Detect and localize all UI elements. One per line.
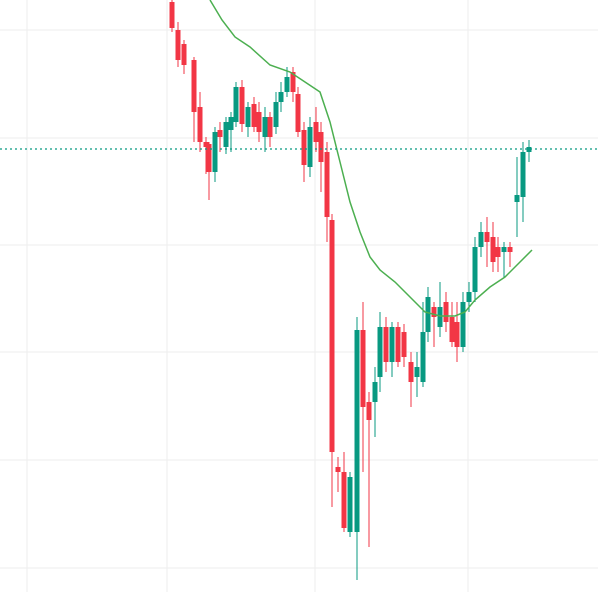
candle-body — [335, 467, 341, 472]
candle-body — [262, 117, 268, 137]
candle-body — [313, 122, 319, 142]
candle-body — [228, 117, 234, 130]
candle-body — [273, 102, 279, 127]
candle-body — [484, 232, 490, 242]
candle-body — [354, 330, 360, 532]
candle-body — [454, 322, 460, 347]
candle-body — [460, 302, 466, 347]
candle-body — [514, 195, 520, 202]
candle-body — [217, 130, 223, 137]
candle-body — [347, 477, 353, 532]
candle-body — [395, 327, 401, 362]
candle-body — [472, 247, 478, 292]
candle-body — [181, 44, 187, 65]
candle-body — [520, 152, 526, 197]
candle-body — [267, 117, 273, 137]
candle-body — [301, 130, 307, 165]
candle-body — [490, 237, 496, 262]
candle-body — [206, 144, 212, 172]
candle-body — [389, 327, 395, 362]
candle-body — [420, 332, 426, 382]
candle-body — [366, 402, 372, 420]
candle-body — [360, 330, 366, 407]
candle-body — [175, 30, 181, 60]
candle-body — [251, 104, 257, 127]
moving-average-line — [209, 0, 533, 317]
candle-body — [383, 327, 389, 362]
candle-body — [197, 107, 203, 142]
candle-body — [401, 332, 407, 357]
candle-body — [408, 362, 414, 382]
candle-body — [278, 92, 284, 102]
candle-body — [431, 307, 437, 317]
candle-body — [256, 112, 262, 132]
candle-body — [233, 87, 239, 122]
candle-body — [372, 382, 378, 402]
candle-body — [425, 297, 431, 332]
candle-body — [329, 220, 335, 452]
candle-body — [437, 307, 443, 327]
candle-body — [191, 60, 197, 112]
candle-body — [284, 77, 290, 92]
candle-body — [169, 2, 175, 28]
candle-body — [307, 127, 313, 167]
candle-body — [245, 107, 251, 127]
candle-body — [466, 292, 472, 302]
candle-body — [318, 132, 324, 162]
candle-body — [495, 247, 501, 257]
candle-body — [212, 132, 218, 172]
candle-body — [239, 87, 245, 124]
candle-body — [295, 94, 301, 132]
candle-body — [341, 472, 347, 528]
candle-body — [526, 147, 532, 152]
candle-body — [449, 317, 455, 342]
candle-body — [223, 122, 229, 147]
candle-body — [324, 152, 330, 217]
candle-body — [203, 142, 209, 147]
candle-body — [443, 302, 449, 322]
candle-body — [478, 232, 484, 247]
candle-body — [377, 327, 383, 377]
candle-body — [501, 247, 507, 252]
candle-body — [507, 247, 513, 252]
candle-body — [414, 367, 420, 377]
candle-body — [290, 72, 296, 92]
